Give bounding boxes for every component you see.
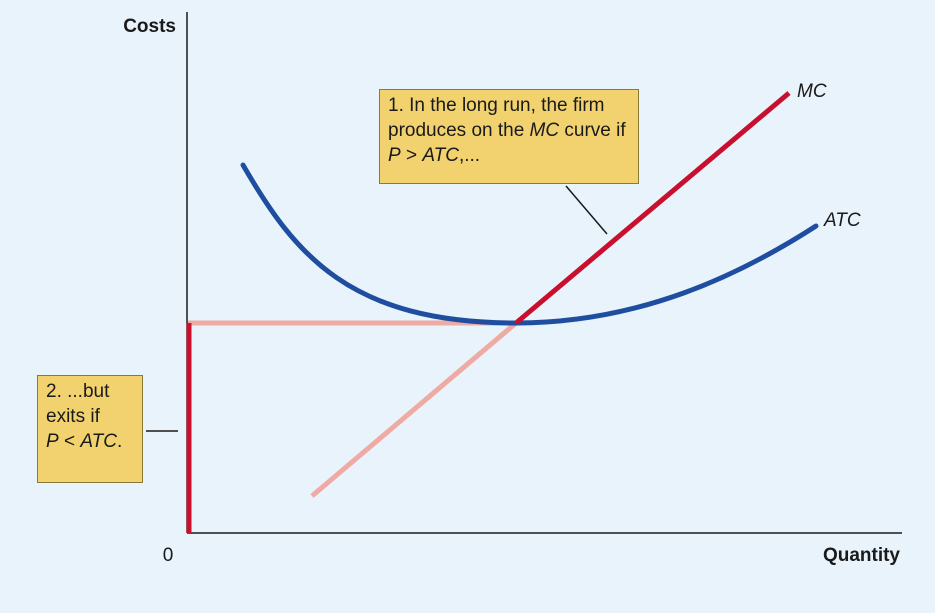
callout-2-line-1: 2. ...but (46, 381, 110, 402)
callout-2-line-2: exits if (46, 406, 100, 427)
mc-lower-segment (310, 321, 518, 498)
callout-2-line-3: P < ATC. (46, 431, 123, 452)
callout-1-line-3: P > ATC,... (388, 145, 481, 166)
origin-label: 0 (163, 545, 174, 566)
atc-curve (240, 162, 819, 326)
callout-1: 1. In the long run, the firm produces on… (379, 89, 639, 184)
y-axis-title: Costs (123, 16, 176, 37)
mc-label: MC (797, 81, 827, 102)
x-axis-title: Quantity (823, 545, 900, 566)
callout-2: 2. ...but exits if P < ATC. (37, 375, 143, 483)
callout-1-line-2: produces on the MC curve if (388, 120, 626, 141)
callout-1-line-1: 1. In the long run, the firm (388, 95, 605, 116)
atc-label: ATC (823, 210, 861, 231)
mc-curve (514, 91, 791, 325)
callout-1-leader (565, 185, 608, 235)
